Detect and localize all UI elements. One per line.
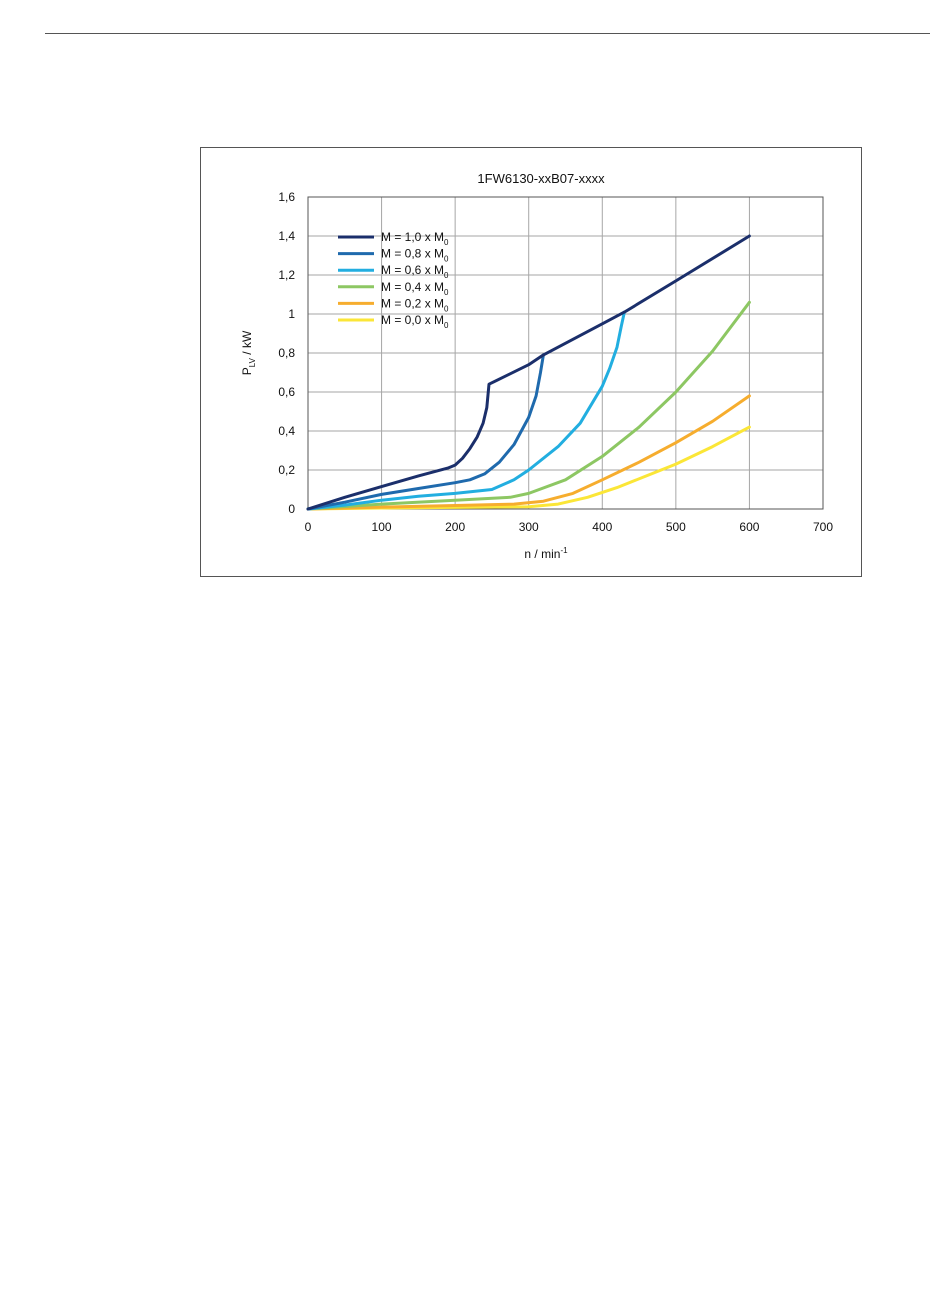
y-tick-label: 0,2	[278, 463, 295, 477]
chart-frame: 0 100 200 300 400 500 600 700 0 0,2 0,4 0,6 0,8 1 1,2 1…	[200, 147, 862, 577]
y-axis-label-sub: LV	[248, 357, 257, 367]
y-tick-label: 0	[288, 502, 295, 516]
y-tick-label: 1,2	[278, 268, 295, 282]
legend-label: M = 0,2 x M0	[381, 296, 449, 313]
x-tick-label: 500	[666, 520, 686, 534]
grid	[308, 197, 823, 509]
y-tick-label: 0,8	[278, 346, 295, 360]
x-axis-label-main: n / min	[524, 547, 560, 561]
legend-label: M = 0,4 x M0	[381, 280, 449, 297]
y-axis-label-main: P	[240, 367, 254, 375]
chart: 0 100 200 300 400 500 600 700 0 0,2 0,4 0,6 0,8 1 1,2 1…	[240, 171, 833, 561]
header-rule	[45, 33, 930, 34]
series-line	[306, 234, 751, 511]
chart-title: 1FW6130-xxB07-xxxx	[477, 171, 605, 186]
series-line	[306, 425, 751, 511]
x-tick-label: 400	[592, 520, 612, 534]
legend: M = 1,0 x M0M = 0,8 x M0M = 0,6 x M0M = …	[338, 230, 449, 330]
y-axis-label: PLV / kW	[240, 330, 257, 375]
y-tick-label: 1,4	[278, 229, 295, 243]
y-tick-label: 1,6	[278, 190, 295, 204]
y-tick-label: 0,4	[278, 424, 295, 438]
x-tick-label: 100	[372, 520, 392, 534]
series-line	[306, 353, 545, 511]
series-line	[306, 300, 751, 511]
series-line	[306, 310, 626, 511]
x-tick-label: 700	[813, 520, 833, 534]
x-tick-label: 0	[305, 520, 312, 534]
x-tick-label: 200	[445, 520, 465, 534]
x-tick-label: 300	[519, 520, 539, 534]
legend-label: M = 1,0 x M0	[381, 230, 449, 247]
x-tick-label: 600	[739, 520, 759, 534]
y-axis-label-rest: / kW	[240, 330, 254, 358]
series-layer	[306, 234, 751, 511]
y-tick-label: 1	[288, 307, 295, 321]
legend-label: M = 0,8 x M0	[381, 247, 449, 264]
plot-area	[307, 196, 824, 510]
x-axis-label: n / min-1	[524, 546, 568, 561]
series-line	[306, 394, 751, 511]
legend-label: M = 0,6 x M0	[381, 263, 449, 280]
legend-label: M = 0,0 x M0	[381, 313, 449, 330]
x-axis-label-sup: -1	[560, 546, 568, 555]
y-tick-label: 0,6	[278, 385, 295, 399]
tick-labels: 0 100 200 300 400 500 600 700 0 0,2 0,4 0,6 0,8 1 1,2 1…	[278, 190, 833, 534]
